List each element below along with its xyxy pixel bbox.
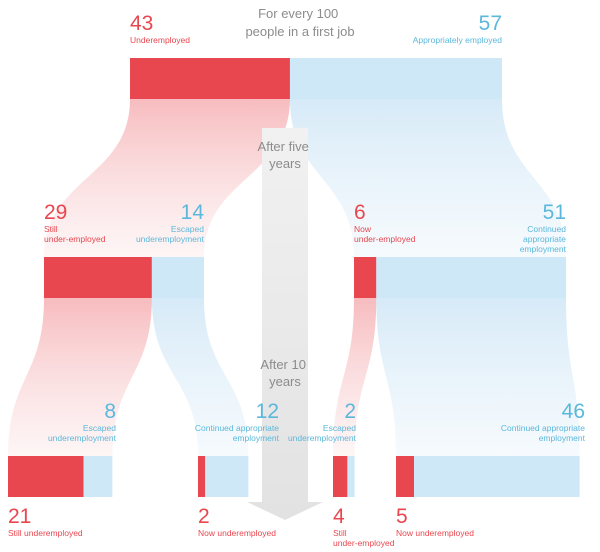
value-label: 51 <box>543 201 566 224</box>
category-label: Escaped underemployment <box>288 423 357 443</box>
flow-still-under-employed-to-stage2 <box>8 298 152 456</box>
category-label: Underemployed <box>130 35 190 45</box>
value-label: 4 <box>333 505 345 528</box>
category-label: Still underemployed <box>8 528 83 538</box>
bar-l2-continued-appropriate-employment <box>205 456 249 497</box>
category-label: Now under-employed <box>354 224 416 244</box>
category-label: Continued appropriate employment <box>520 224 567 254</box>
bar-l2-now-underemployed <box>198 456 206 497</box>
bar-l2-now-underemployed <box>396 456 414 497</box>
category-label: Now underemployed <box>396 528 474 538</box>
category-label: Still under-employed <box>44 224 106 244</box>
stage-label-five-years: After five years <box>258 139 313 171</box>
category-label: Appropriately employed <box>413 35 503 45</box>
value-label: 14 <box>181 201 205 224</box>
bar-l2-escaped-underemployment <box>83 456 113 497</box>
bar-l2-continued-appropriate-employment <box>414 456 580 497</box>
value-label: 8 <box>104 400 116 423</box>
chart-title-line-2: people in a first job <box>245 24 354 39</box>
flow-appropriate-to-stage1 <box>289 99 567 257</box>
category-label: Escaped underemployment <box>136 224 205 244</box>
chart-title: For every 100 people in a first job <box>245 6 354 39</box>
bar-l0-appropriately-employed <box>289 58 502 99</box>
value-label: 57 <box>479 12 502 35</box>
flow-under-to-stage1 <box>44 99 290 257</box>
value-label: 46 <box>562 400 585 423</box>
category-label: Still under-employed <box>333 528 395 548</box>
chart-title-line-1: For every 100 <box>258 6 338 21</box>
bar-l1-now-under-employed <box>354 257 377 298</box>
value-label: 43 <box>130 12 153 35</box>
bar-l1-still-under-employed <box>44 257 152 298</box>
category-label: Continued appropriate employment <box>501 423 586 443</box>
stage-label-ten-years: After 10 years <box>260 357 309 389</box>
value-label: 2 <box>344 400 356 423</box>
bars-layer <box>8 58 580 497</box>
value-label: 5 <box>396 505 408 528</box>
value-label: 12 <box>256 400 279 423</box>
value-label: 2 <box>198 505 210 528</box>
category-label: Escaped underemployment <box>48 423 117 443</box>
flow-escaped-underemployment-to-stage2 <box>151 298 249 456</box>
category-label: Now underemployed <box>198 528 276 538</box>
flow-continued-appropriate-employment-to-stage2 <box>376 298 580 456</box>
value-label: 21 <box>8 505 31 528</box>
bar-l1-continued-appropriate-employment <box>376 257 567 298</box>
flow-now-under-employed-to-stage2 <box>333 298 377 456</box>
bar-l2-still-under-employed <box>333 456 348 497</box>
bar-l2-escaped-underemployment <box>347 456 355 497</box>
value-label: 29 <box>44 201 67 224</box>
time-arrow <box>247 128 323 520</box>
value-label: 6 <box>354 201 366 224</box>
bar-l0-underemployed <box>130 58 290 99</box>
flows-layer <box>8 99 580 456</box>
category-label: Continued appropriate employment <box>195 423 280 443</box>
bar-l1-escaped-underemployment <box>151 257 204 298</box>
bar-l2-still-underemployed <box>8 456 84 497</box>
